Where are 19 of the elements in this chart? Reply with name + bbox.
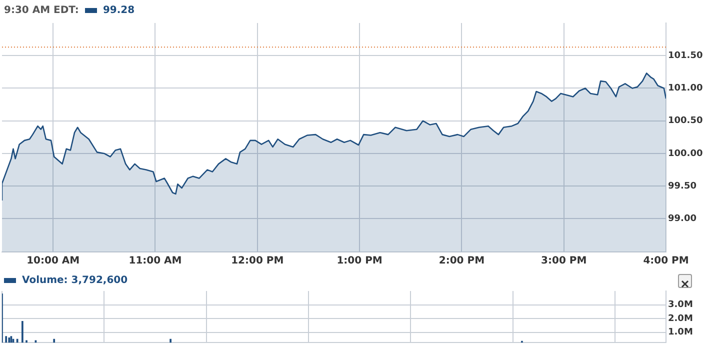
y-tick-label: 3.0M xyxy=(668,300,693,310)
x-tick-label: 11:00 AM xyxy=(128,256,182,267)
x-tick-label: 10:00 AM xyxy=(26,256,80,267)
y-tick-label: 100.00 xyxy=(668,148,703,159)
x-tick-label: 12:00 PM xyxy=(231,256,284,267)
y-tick-label: 99.00 xyxy=(668,214,696,224)
y-tick-label: 1.0M xyxy=(668,328,693,338)
x-tick-label: 3:00 PM xyxy=(541,256,587,267)
y-tick-label: 100.50 xyxy=(668,116,703,126)
x-tick-label: 4:00 PM xyxy=(643,256,689,267)
y-tick-label: 99.50 xyxy=(668,181,696,192)
legend-label: Volume: 3,792,600 xyxy=(22,275,128,286)
x-tick-label: 2:00 PM xyxy=(438,256,485,267)
x-tick-label: 1:00 PM xyxy=(336,256,382,267)
legend-label: 99.28 xyxy=(102,5,135,16)
chart-title: 9:30 AM EDT: xyxy=(4,5,79,16)
y-tick-label: 2.0M xyxy=(668,314,693,324)
y-tick-label: 101.50 xyxy=(668,50,703,61)
y-tick-label: 101.00 xyxy=(668,84,703,94)
